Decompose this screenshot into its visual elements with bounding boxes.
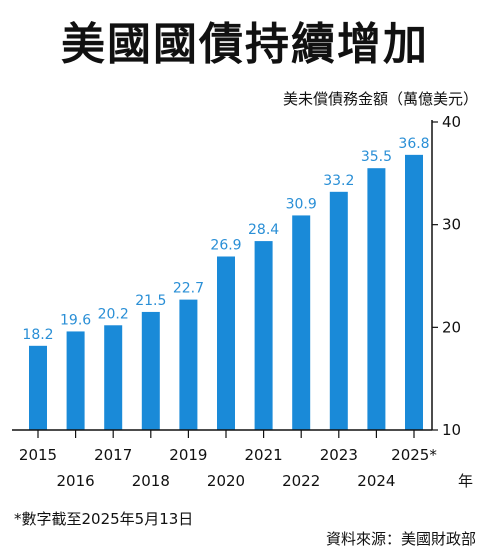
bar: [141, 311, 160, 430]
x-axis-label: 年: [458, 472, 473, 490]
data-label: 22.7: [173, 281, 204, 297]
y-tick-label: 30: [442, 216, 461, 234]
data-label: 18.2: [22, 327, 53, 343]
bar: [104, 325, 123, 430]
chart-title: 美國國債持續增加: [61, 19, 429, 70]
data-label: 26.9: [210, 237, 241, 253]
bar: [292, 215, 311, 430]
source-note: 資料來源：美國財政部: [325, 530, 476, 548]
bar: [254, 241, 273, 430]
bar: [367, 168, 386, 430]
x-tick-label: 2024: [357, 472, 395, 490]
bar: [405, 154, 423, 430]
x-tick-label: 2017: [94, 446, 132, 464]
x-tick-label: 2015: [19, 446, 57, 464]
y-axis-label: 美未償債務金額（萬億美元）: [282, 90, 478, 108]
bar: [179, 299, 198, 430]
bar: [29, 345, 47, 430]
data-label: 21.5: [135, 293, 166, 309]
bar: [66, 331, 85, 430]
data-label: 19.6: [60, 312, 91, 328]
x-tick-label: 2019: [169, 446, 207, 464]
data-label: 35.5: [361, 149, 392, 165]
x-tick-label: 2022: [282, 472, 320, 490]
data-label: 36.8: [398, 136, 429, 152]
y-tick-label: 10: [442, 421, 461, 439]
y-tick-label: 20: [442, 318, 461, 336]
x-tick-label: 2021: [245, 446, 283, 464]
x-tick-label: 2018: [132, 472, 170, 490]
data-label: 33.2: [323, 173, 354, 189]
footnote: *數字截至2025年5月13日: [14, 510, 194, 528]
data-label: 28.4: [248, 222, 279, 238]
x-tick-label: 2016: [57, 472, 95, 490]
data-label: 30.9: [286, 196, 317, 212]
y-tick-label: 40: [442, 113, 461, 131]
x-tick-label: 2020: [207, 472, 245, 490]
x-tick-label: 2023: [320, 446, 358, 464]
bar: [329, 191, 348, 430]
x-tick-label: 2025*: [391, 446, 437, 464]
bar: [217, 256, 235, 430]
data-label: 20.2: [98, 306, 129, 322]
